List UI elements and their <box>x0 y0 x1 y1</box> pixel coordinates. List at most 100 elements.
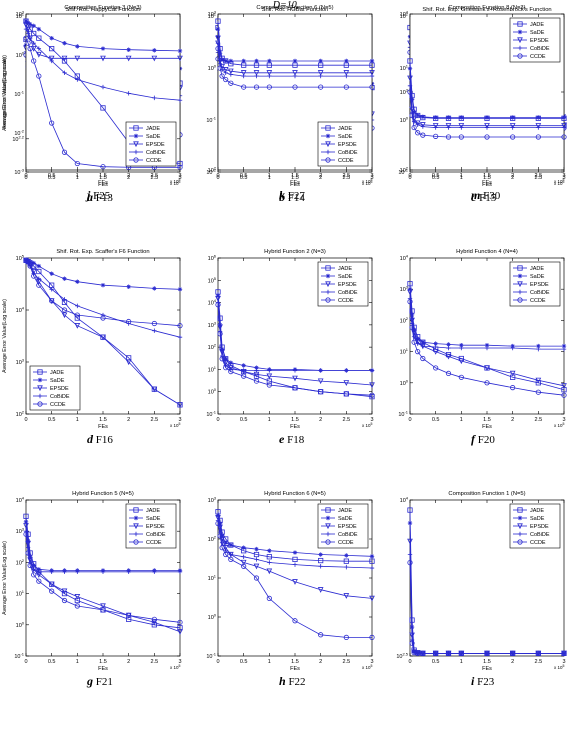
x-tick-label: 0.5 <box>48 659 56 665</box>
legend-marker <box>517 273 523 279</box>
data-point <box>253 551 260 558</box>
legend-item-epsde: EPSDE <box>513 37 549 44</box>
legend-label: JADE <box>530 266 544 272</box>
caption-f15: c F15 <box>471 190 496 205</box>
x-tick-label: 2 <box>511 417 514 423</box>
legend-item-ccde: CCDE <box>321 539 354 546</box>
legend-item-epsde: EPSDE <box>129 141 165 148</box>
data-point <box>23 513 29 519</box>
series-ccde <box>23 257 183 329</box>
x-tick-label: 2.5 <box>535 175 543 181</box>
data-point <box>458 358 465 365</box>
caption-letter: h <box>279 674 286 688</box>
y-tick-label: 102 <box>400 316 409 325</box>
y-tick-label: 10-1 <box>398 168 408 177</box>
caption-letter: f <box>471 432 475 446</box>
legend-item-cobide: CoBiDE <box>33 393 70 400</box>
data-point <box>222 67 229 73</box>
data-point <box>253 378 260 384</box>
data-point <box>318 389 324 395</box>
x-tick-label: 0.5 <box>48 173 56 179</box>
data-point <box>415 113 420 118</box>
series-cobide <box>23 529 183 574</box>
legend-marker <box>517 297 523 303</box>
x-tick-label: 0.5 <box>48 417 56 423</box>
data-point <box>411 119 417 124</box>
chart-svg-f25: Composition Function 3 (N=3) 102.2 103 0 0.5… <box>2 5 183 186</box>
data-point <box>241 84 247 90</box>
data-point <box>100 46 106 51</box>
series-line-ccde <box>25 260 181 327</box>
caption-f23: i F23 <box>471 674 494 689</box>
legend-marker <box>133 157 139 163</box>
legend-marker <box>325 281 331 288</box>
data-point <box>407 287 413 292</box>
chart-title: Shif. Rot. Exp. Scaffer's F6 Function <box>56 249 149 255</box>
series-sade <box>407 287 567 349</box>
data-point <box>458 123 465 129</box>
x-tick-label: 0 <box>24 173 27 179</box>
data-point <box>241 368 246 373</box>
legend-item-epsde: EPSDE <box>321 141 357 148</box>
y-tick-label: 10-1 <box>206 410 216 419</box>
caption-letter: i <box>471 674 475 688</box>
y-tick-label: 10-1 <box>14 90 24 99</box>
caption-f27: k F27 <box>279 188 305 203</box>
x-tick-label: 0 <box>216 173 219 179</box>
chart-panel-f30: Composition Function 8 (N=3) 102 103 104 0 0.… <box>384 0 572 240</box>
x-tick-label: 0.5 <box>240 173 248 179</box>
data-point <box>561 134 567 140</box>
data-point <box>446 345 451 351</box>
x-tick-label: 2.5 <box>151 173 159 179</box>
data-point <box>344 553 349 558</box>
legend-item-cobide: CoBiDE <box>129 149 166 156</box>
legend-item-ccde: CCDE <box>321 157 354 164</box>
chart-title: Shif. Rot. HappyCat Function <box>65 7 140 13</box>
caption-function-id: F15 <box>476 192 497 204</box>
data-point <box>253 563 260 570</box>
data-point <box>31 58 37 64</box>
x-tick-label: 2 <box>127 175 130 181</box>
x-tick-label: 1.5 <box>99 417 107 423</box>
data-point <box>510 650 516 656</box>
legend-label: CCDE <box>50 402 66 408</box>
data-point <box>561 346 567 352</box>
legend-item-epsde: EPSDE <box>321 281 357 288</box>
x-exponent-label: x 105 <box>170 178 181 184</box>
y-axis-label: Average Error Value(Log scale) <box>2 541 8 615</box>
x-tick-label: 3 <box>562 417 565 423</box>
x-tick-label: 3 <box>178 173 181 179</box>
data-point <box>369 70 375 76</box>
data-point <box>266 373 273 380</box>
figure-title: D=10. <box>272 0 300 11</box>
data-point <box>36 268 42 275</box>
data-point <box>75 569 80 574</box>
caption-function-id: F23 <box>474 676 495 688</box>
data-point <box>223 76 229 83</box>
data-point <box>415 122 420 127</box>
x-tick-label: 0 <box>408 173 411 179</box>
x-tick-label: 1 <box>76 173 79 179</box>
legend-marker <box>325 149 331 155</box>
data-point <box>217 533 223 539</box>
data-point <box>415 349 421 355</box>
caption-f14: b F14 <box>279 190 305 205</box>
data-point <box>561 650 567 656</box>
legend-marker <box>517 523 523 530</box>
data-point <box>407 281 413 287</box>
data-point <box>23 35 29 41</box>
data-point <box>177 98 183 103</box>
y-tick-label: 104 <box>400 254 409 263</box>
y-tick-label: 100 <box>208 64 217 73</box>
y-tick-label: 102 <box>208 166 217 175</box>
legend-marker <box>517 289 523 295</box>
x-tick-label: 0 <box>24 175 27 181</box>
y-tick-label: 104 <box>208 298 217 307</box>
x-tick-label: 2 <box>127 659 130 665</box>
caption-f22: h F22 <box>279 674 306 689</box>
data-point <box>152 48 157 53</box>
data-point <box>217 331 223 337</box>
data-point <box>217 51 223 56</box>
data-point <box>292 375 298 382</box>
y-tick-label: 101 <box>208 12 217 21</box>
